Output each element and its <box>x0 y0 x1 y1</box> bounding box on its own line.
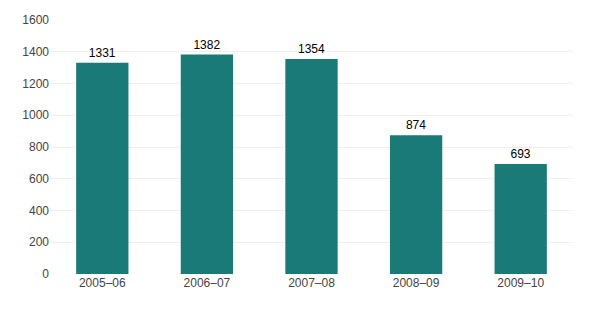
svg-text:1600: 1600 <box>22 13 49 27</box>
svg-text:2008–09: 2008–09 <box>393 276 440 290</box>
svg-text:1331: 1331 <box>89 46 116 60</box>
svg-text:400: 400 <box>29 204 49 218</box>
svg-text:800: 800 <box>29 140 49 154</box>
svg-text:2006–07: 2006–07 <box>184 276 231 290</box>
svg-text:1354: 1354 <box>298 42 325 56</box>
svg-text:1000: 1000 <box>22 108 49 122</box>
svg-text:693: 693 <box>511 147 531 161</box>
svg-text:200: 200 <box>29 235 49 249</box>
svg-text:1200: 1200 <box>22 77 49 91</box>
svg-text:2009–10: 2009–10 <box>497 276 544 290</box>
svg-text:600: 600 <box>29 172 49 186</box>
svg-text:0: 0 <box>42 267 49 281</box>
svg-text:1382: 1382 <box>193 38 220 52</box>
svg-text:2007–08: 2007–08 <box>288 276 335 290</box>
svg-text:1400: 1400 <box>22 45 49 59</box>
svg-text:2005–06: 2005–06 <box>79 276 126 290</box>
svg-text:874: 874 <box>406 118 426 132</box>
